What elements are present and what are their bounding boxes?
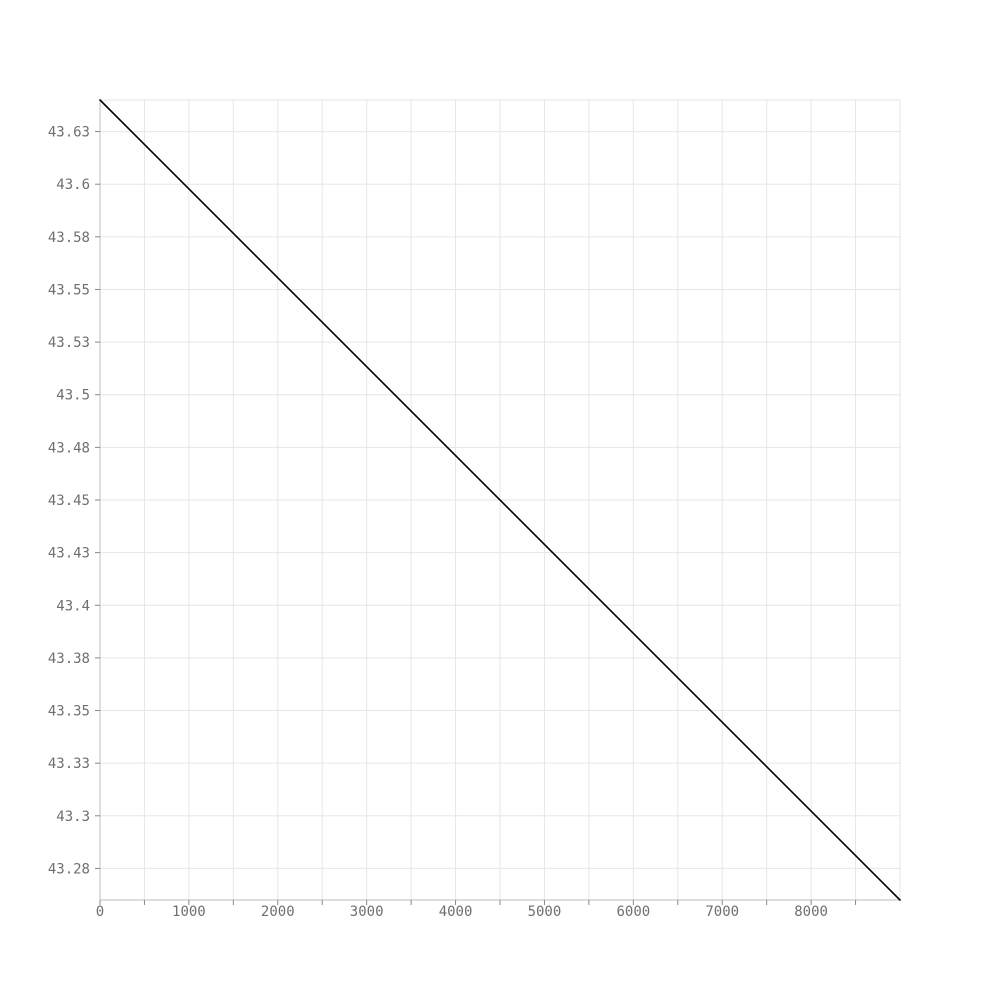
x-tick-label: 6000: [616, 904, 650, 920]
x-tick-label: 2000: [261, 904, 295, 920]
y-tick-label: 43.38: [48, 651, 90, 667]
y-tick-label: 43.4: [56, 598, 90, 614]
axes: [95, 100, 900, 905]
y-tick-label: 43.5: [56, 388, 90, 404]
x-tick-label: 3000: [350, 904, 384, 920]
series-line-0: [99, 99, 901, 901]
y-tick-label: 43.6: [56, 177, 90, 193]
y-tick-label: 43.58: [48, 230, 90, 246]
x-tick-label: 5000: [528, 904, 562, 920]
y-tick-label: 43.28: [48, 861, 90, 877]
tick-labels: 0 1000 2000 3000 4000 5000 6000 7000 8000 43.28 43…: [48, 125, 828, 920]
x-tick-label: 0: [96, 904, 104, 920]
y-tick-label: 43.55: [48, 282, 90, 298]
y-tick-label: 43.53: [48, 335, 90, 351]
y-tick-label: 43.45: [48, 493, 90, 509]
y-tick-label: 43.3: [56, 809, 90, 825]
x-tick-label: 1000: [172, 904, 206, 920]
y-tick-label: 43.43: [48, 546, 90, 562]
x-tick-label: 8000: [794, 904, 828, 920]
y-tick-label: 43.48: [48, 440, 90, 456]
y-tick-label: 43.33: [48, 756, 90, 772]
y-tick-label: 43.63: [48, 125, 90, 141]
y-tick-label: 43.35: [48, 704, 90, 720]
data-series: [99, 99, 901, 901]
x-tick-label: 4000: [439, 904, 473, 920]
x-tick-label: 7000: [705, 904, 739, 920]
